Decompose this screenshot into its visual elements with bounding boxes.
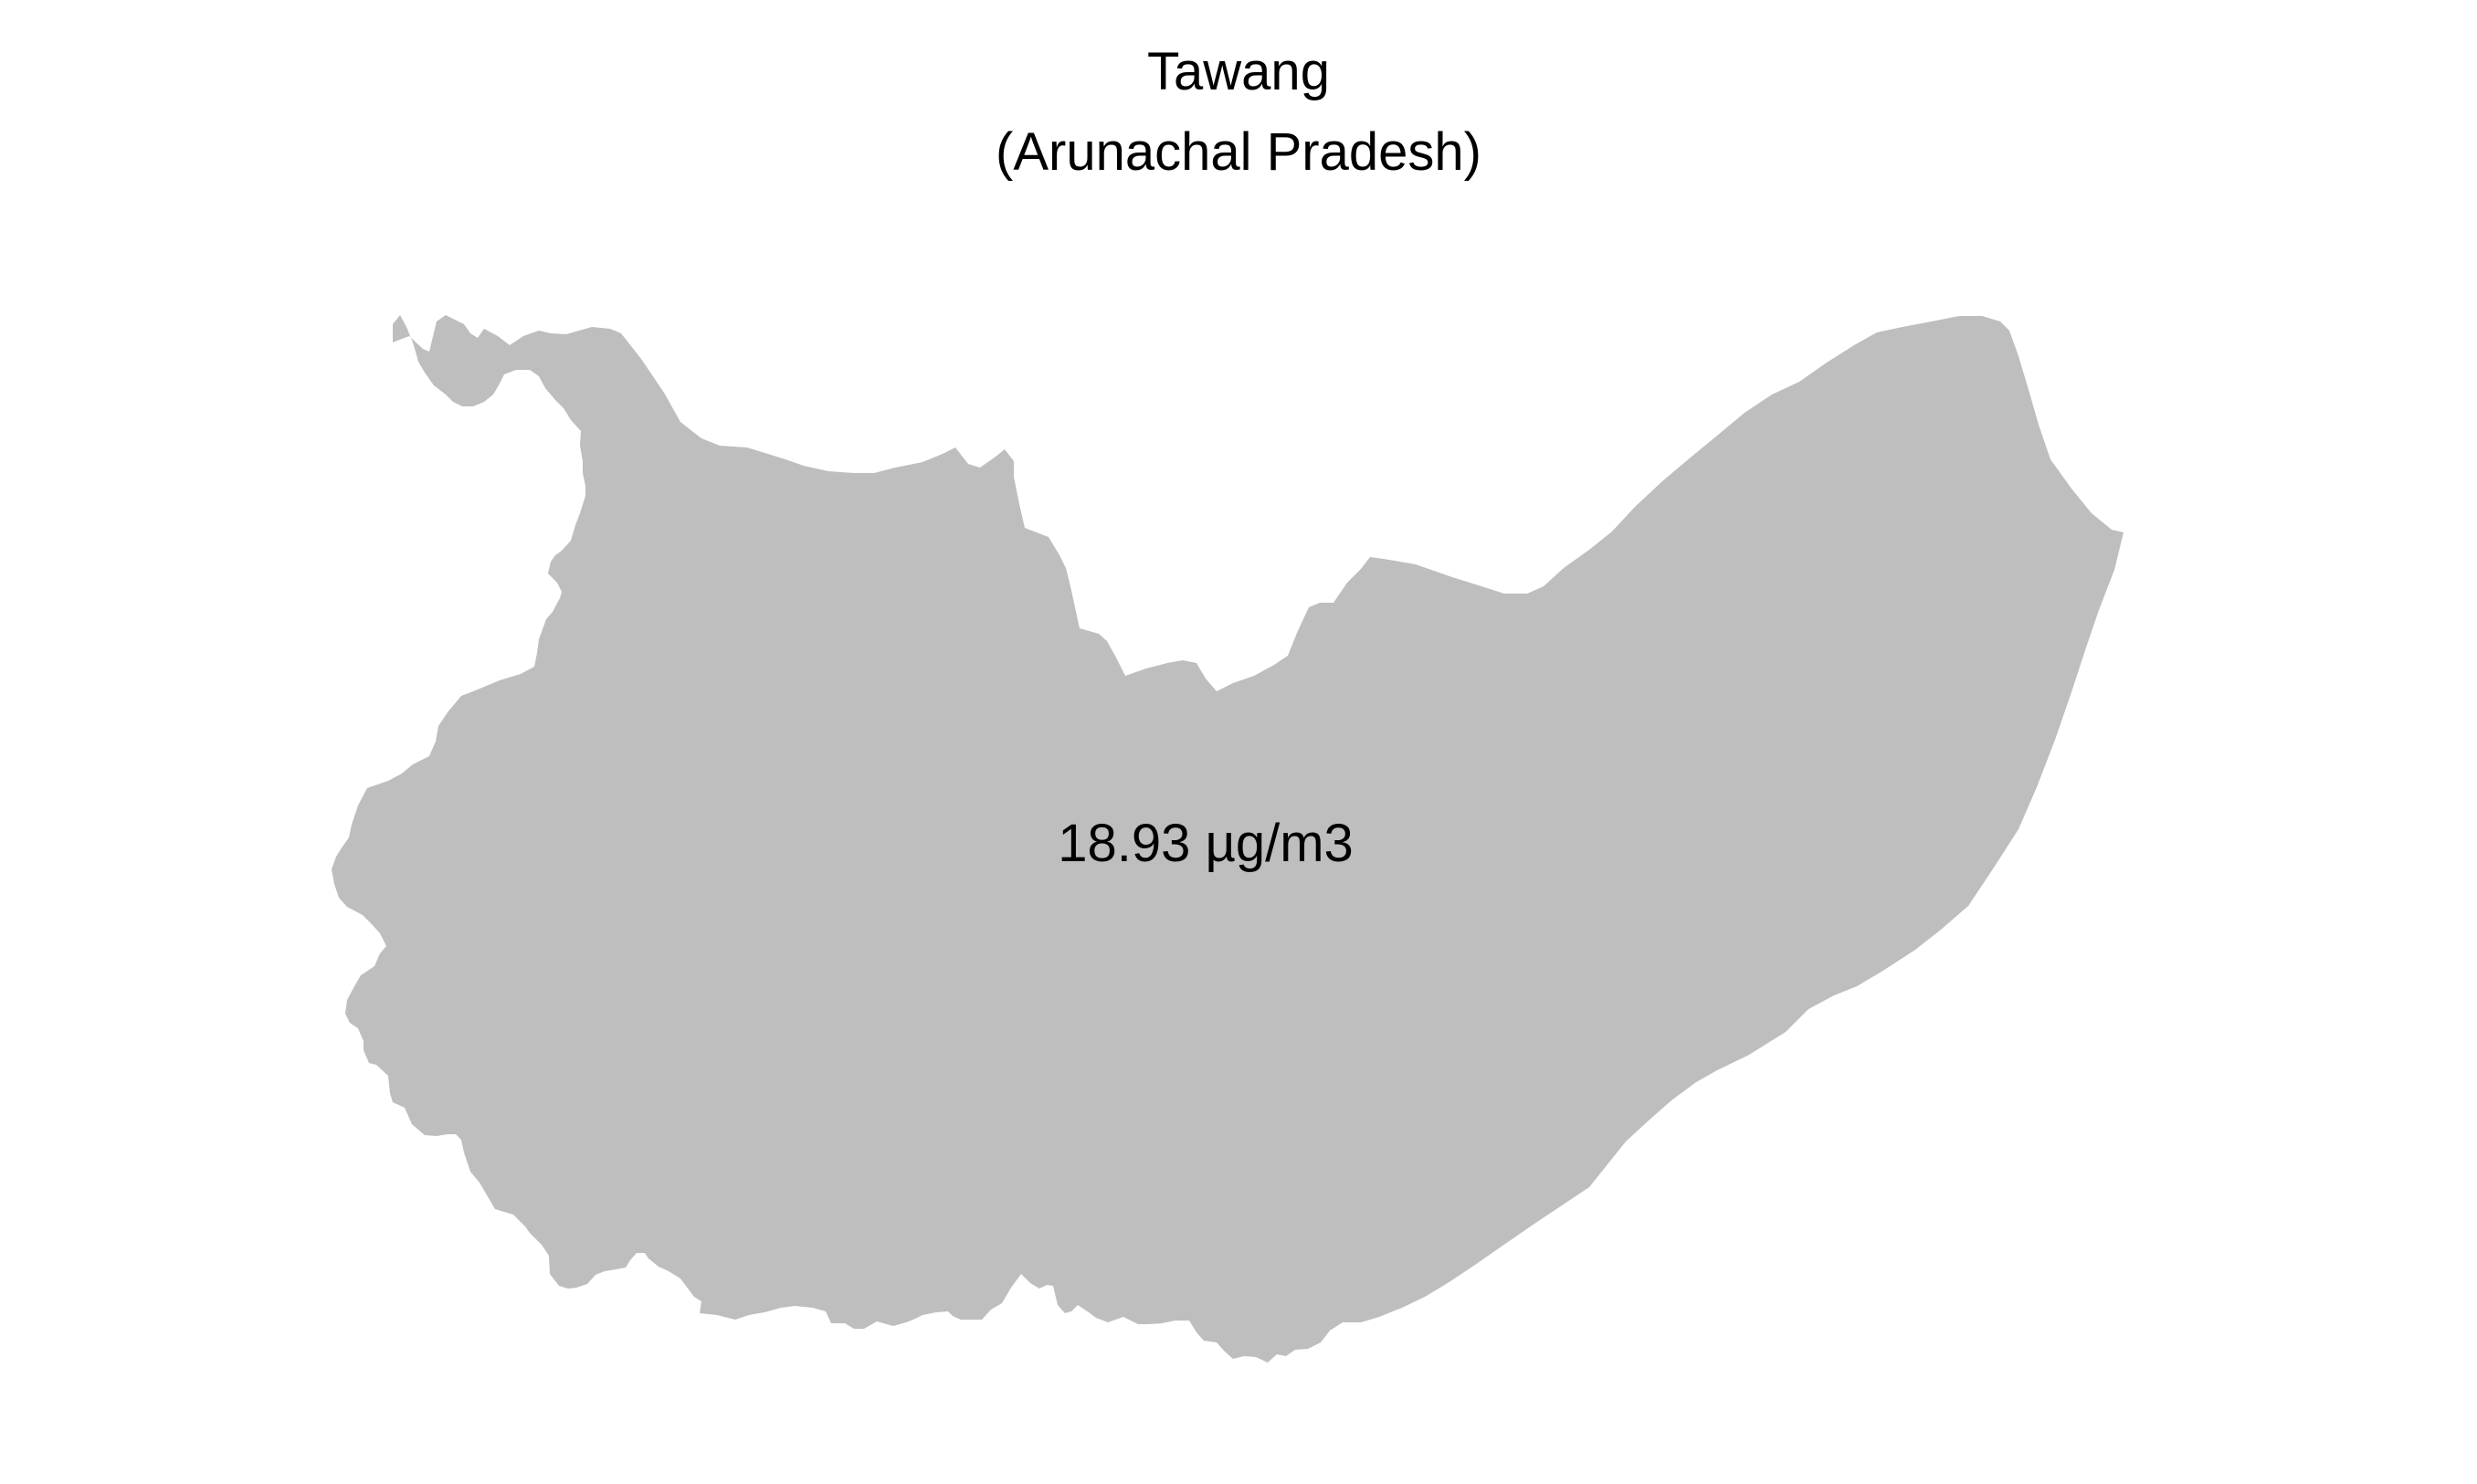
district-shape-tawang [332, 315, 2124, 1363]
region-value-label: 18.93 µg/m3 [1058, 814, 1354, 873]
map-title: Tawang [1147, 42, 1330, 101]
map-subtitle: (Arunachal Pradesh) [996, 122, 1481, 182]
